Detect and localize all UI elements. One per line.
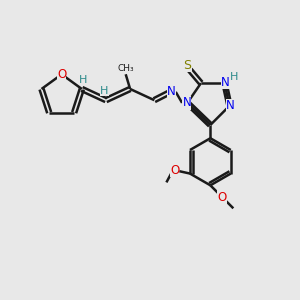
Text: S: S [183, 59, 191, 72]
Text: O: O [57, 68, 66, 81]
Text: N: N [167, 85, 176, 98]
Text: H: H [230, 72, 238, 82]
Text: N: N [221, 76, 230, 89]
Text: O: O [170, 164, 179, 176]
Text: N: N [226, 99, 235, 112]
Text: CH₃: CH₃ [117, 64, 134, 73]
Text: N: N [182, 96, 191, 110]
Text: H: H [100, 86, 109, 96]
Text: H: H [79, 75, 88, 85]
Text: O: O [218, 190, 227, 204]
